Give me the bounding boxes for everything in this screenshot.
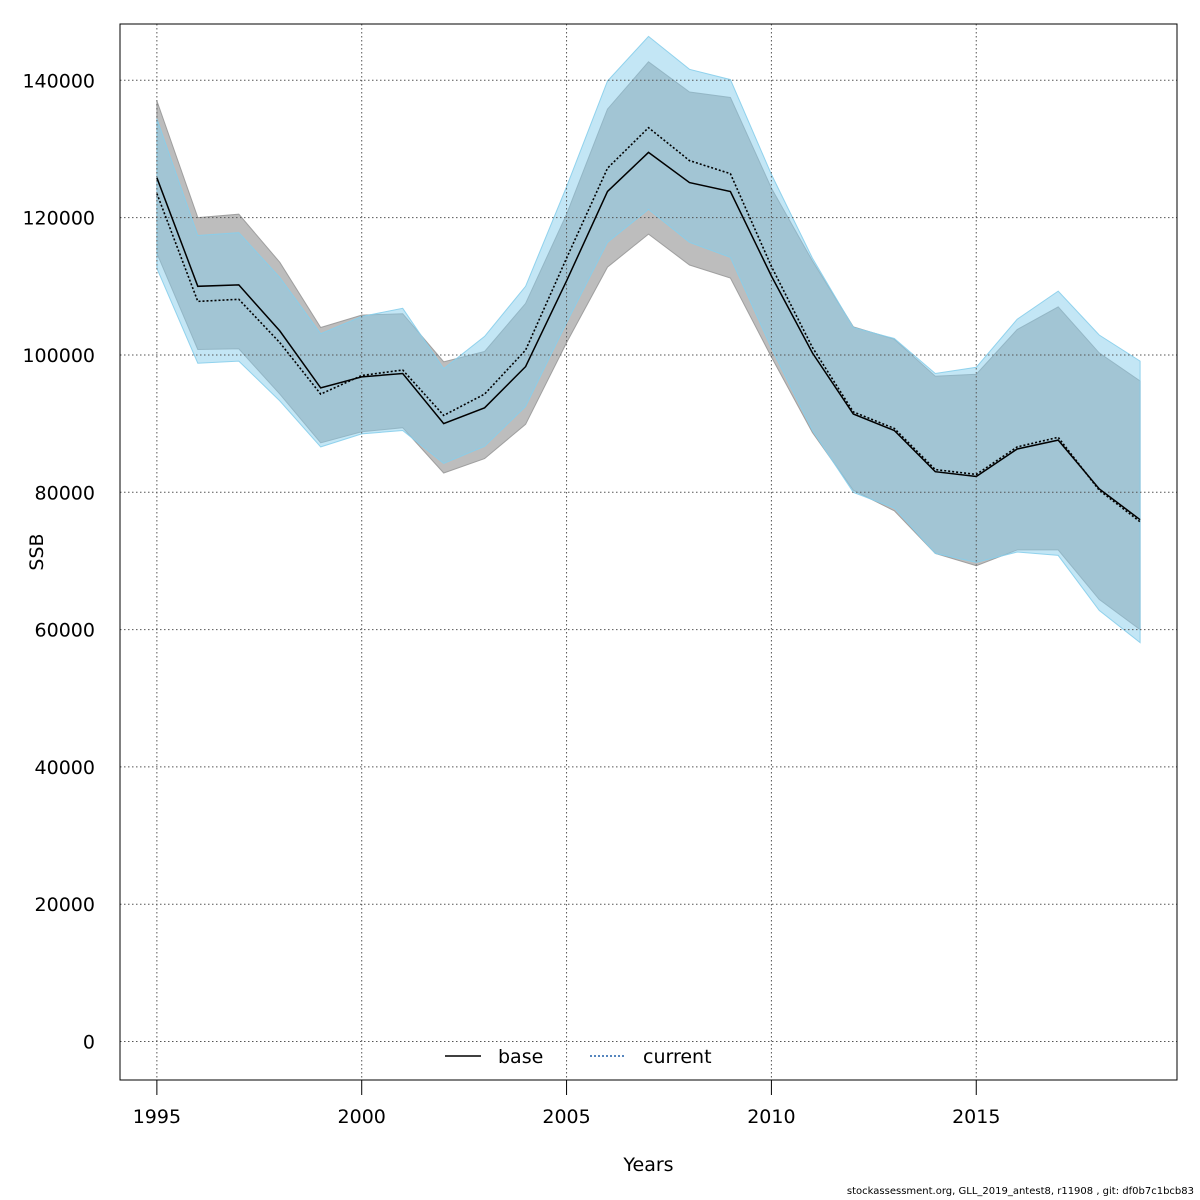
y-tick-label-60000: 60000	[35, 620, 95, 642]
legend: base current	[445, 1046, 712, 1068]
series-line-current	[156, 126, 1141, 523]
x-tick-label-2005: 2005	[542, 1106, 590, 1128]
y-tick-label-40000: 40000	[35, 757, 95, 779]
x-tick-label-2010: 2010	[747, 1106, 795, 1128]
y-tick-label-0: 0	[83, 1032, 95, 1054]
y-tick-label-140000: 140000	[22, 70, 95, 92]
legend-label-base: base	[498, 1046, 543, 1068]
series-line-base	[156, 151, 1141, 521]
legend-label-current: current	[643, 1046, 712, 1068]
x-axis-title: Years	[622, 1154, 673, 1176]
y-axis: 0 20000 40000 60000 80000 100000 120000 140000	[22, 70, 95, 1053]
x-axis: 1995 2000 2005 2010 2015	[133, 1079, 1000, 1128]
y-tick-label-20000: 20000	[35, 894, 95, 916]
x-tick-label-1995: 1995	[133, 1106, 181, 1128]
grid-lines	[120, 24, 1177, 1080]
confidence-band-current	[156, 35, 1141, 644]
y-tick-label-100000: 100000	[22, 345, 95, 367]
y-tick-label-80000: 80000	[35, 482, 95, 504]
x-tick-label-2015: 2015	[952, 1106, 1000, 1128]
y-axis-title: SSB	[26, 533, 48, 570]
x-tick-label-2000: 2000	[338, 1106, 386, 1128]
y-tick-label-120000: 120000	[22, 208, 95, 230]
footer-credit: stockassessment.org, GLL_2019_antest8, r…	[846, 1186, 1194, 1197]
series-lines	[156, 126, 1141, 523]
